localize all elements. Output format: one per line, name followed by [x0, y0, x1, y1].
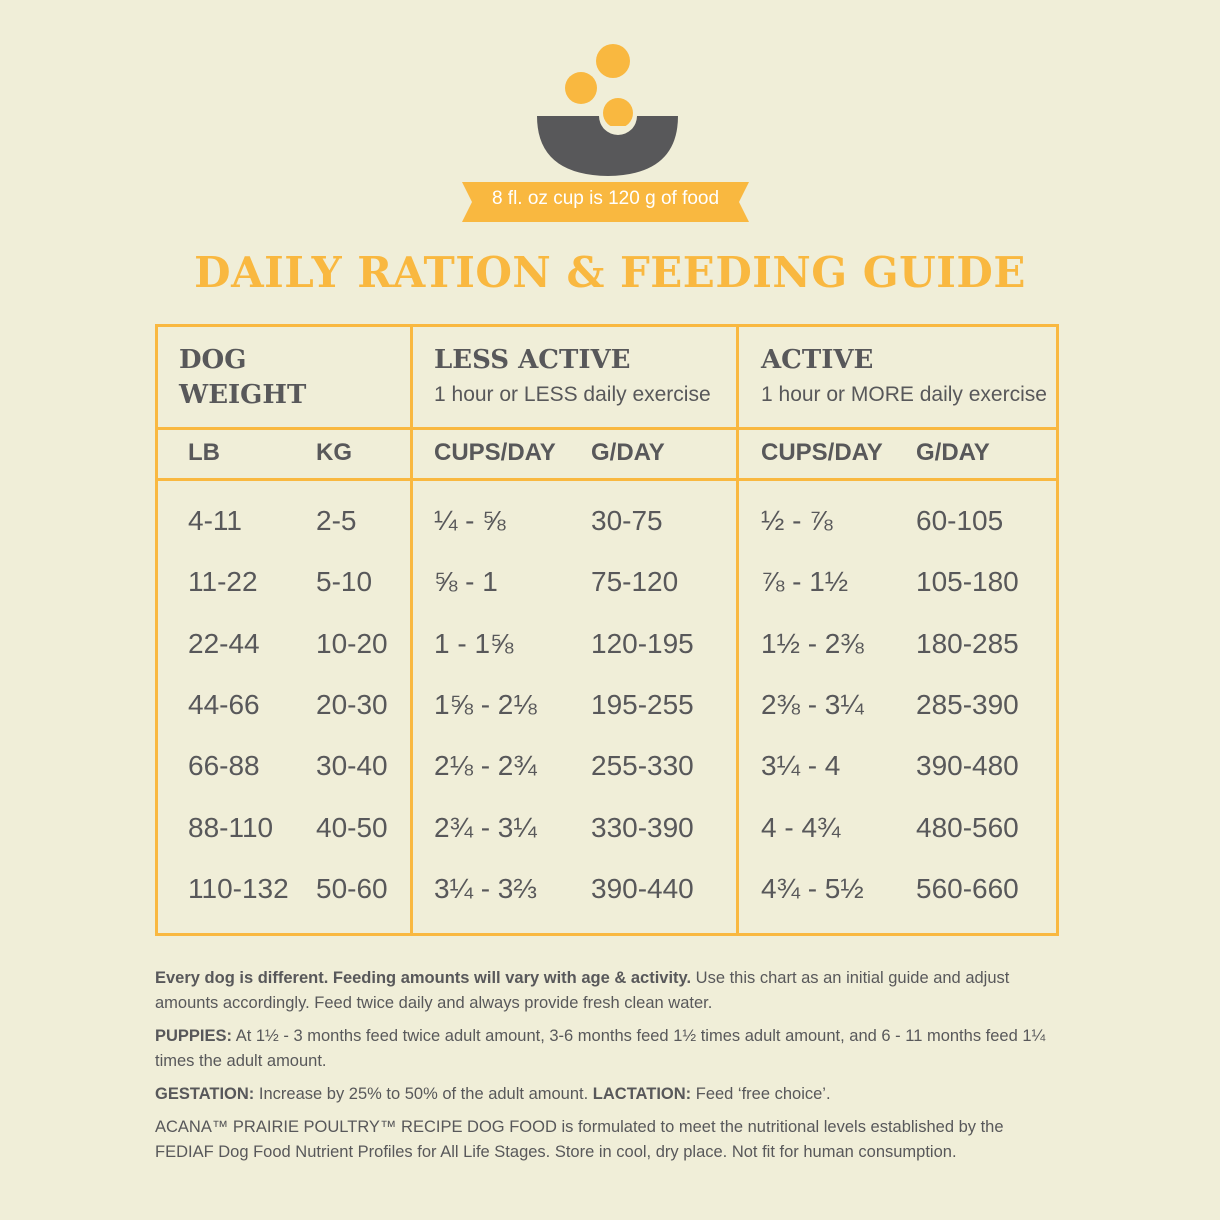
cell: 4-11 — [188, 505, 242, 536]
cell: 66-88 — [188, 750, 260, 782]
divider — [158, 427, 1056, 430]
cell: ½ - ⅞ — [761, 505, 833, 536]
cell: 560-660 — [916, 872, 1019, 904]
table: DOG WEIGHT LESS ACTIVE 1 hour or LESS dail… — [155, 324, 1059, 936]
cell: 2⅛ - 2¾ — [434, 750, 537, 782]
note-text: Use this chart as an initial guide and a… — [155, 969, 1010, 1012]
column-header: KG — [316, 439, 352, 466]
note: ACANA™ PRAIRIE POULTRY™ RECIPE DOG FOOD … — [155, 1115, 1060, 1165]
group-subtitle: 1 hour or MORE daily exercise — [761, 383, 1047, 406]
cell: 3¼ - 3⅔ — [434, 872, 537, 904]
note: Every dog is different. Feeding amounts … — [155, 966, 1060, 1016]
title: DAILY RATION & FEEDING GUIDE — [194, 248, 1026, 297]
cell: 10-20 — [316, 627, 388, 659]
note-text: At 1½ - 3 months feed twice adult amount… — [155, 1027, 1046, 1070]
note-text: Feed ‘free choice’. — [691, 1085, 831, 1103]
cell: ⅝ - 1 — [434, 566, 498, 598]
cell: 4¾ - 5½ — [761, 872, 864, 904]
divider — [158, 478, 1056, 481]
note-bold: Every dog is different. Feeding amounts … — [155, 969, 692, 987]
badge-text: 8 fl. oz cup is 120 g of food — [491, 188, 720, 209]
cell: 44-66 — [188, 688, 260, 720]
cell: ¼ - ⅝ — [434, 505, 506, 536]
cell: 2⅜ - 3¼ — [761, 688, 864, 720]
group-title: DOG WEIGHT — [179, 345, 307, 410]
cell: ⅞ - 1½ — [761, 566, 849, 598]
notes: Every dog is different. Feeding amounts … — [155, 966, 1060, 1173]
cell: 30-75 — [591, 505, 663, 536]
cell: 50-60 — [316, 872, 388, 904]
cell: 22-44 — [188, 627, 260, 659]
kibble — [565, 72, 597, 104]
cell: 40-50 — [316, 811, 388, 843]
cell: 1½ - 2⅜ — [761, 627, 864, 659]
cell: 30-40 — [316, 750, 388, 782]
group-title: ACTIVE — [761, 345, 874, 375]
cell: 1 - 1⅝ — [434, 627, 514, 659]
column-header: G/DAY — [916, 439, 990, 466]
cell: 110-132 — [188, 872, 289, 904]
bowl-icon — [462, 44, 749, 222]
group-subtitle: 1 hour or LESS daily exercise — [434, 383, 711, 406]
kibble — [603, 98, 633, 126]
cell: 75-120 — [591, 566, 679, 598]
note-bold: LACTATION: — [592, 1085, 692, 1103]
cell: 20-30 — [316, 688, 388, 720]
ribbon — [462, 182, 749, 222]
note-bold: PUPPIES: — [155, 1027, 233, 1045]
cell: 2-5 — [316, 505, 357, 536]
note: PUPPIES: At 1½ - 3 months feed twice adu… — [155, 1024, 1060, 1074]
cell: 480-560 — [916, 811, 1019, 843]
note-text: Increase by 25% to 50% of the adult amou… — [254, 1085, 593, 1103]
column-header: CUPS/DAY — [761, 439, 883, 466]
cell: 390-480 — [916, 750, 1019, 782]
cell: 4 - 4¾ — [761, 811, 841, 843]
divider — [410, 327, 413, 933]
cell: 330-390 — [591, 811, 694, 843]
cell: 195-255 — [591, 688, 694, 720]
group-title: LESS ACTIVE — [434, 345, 631, 375]
column-header: LB — [188, 439, 220, 466]
cell: 11-22 — [188, 566, 258, 598]
cell: 5-10 — [316, 566, 373, 598]
kibble — [596, 44, 630, 78]
note: GESTATION: Increase by 25% to 50% of the… — [155, 1082, 1060, 1107]
note-text: ACANA™ PRAIRIE POULTRY™ RECIPE DOG FOOD … — [155, 1118, 1004, 1161]
cell: 1⅝ - 2⅛ — [434, 688, 537, 720]
bowl — [537, 116, 678, 176]
cell: 88-110 — [188, 811, 274, 843]
cell: 105-180 — [916, 566, 1019, 598]
cell: 120-195 — [591, 627, 694, 659]
cell: 3¼ - 4 — [761, 750, 841, 782]
column-header: CUPS/DAY — [434, 439, 556, 466]
cell: 285-390 — [916, 688, 1019, 720]
cell: 180-285 — [916, 627, 1019, 659]
note-bold: GESTATION: — [155, 1085, 255, 1103]
cell: 2¾ - 3¼ — [434, 811, 537, 843]
cell: 255-330 — [591, 750, 694, 782]
divider — [736, 327, 739, 933]
column-header: G/DAY — [591, 439, 665, 466]
cell: 60-105 — [916, 505, 1004, 536]
cell: 390-440 — [591, 872, 694, 904]
